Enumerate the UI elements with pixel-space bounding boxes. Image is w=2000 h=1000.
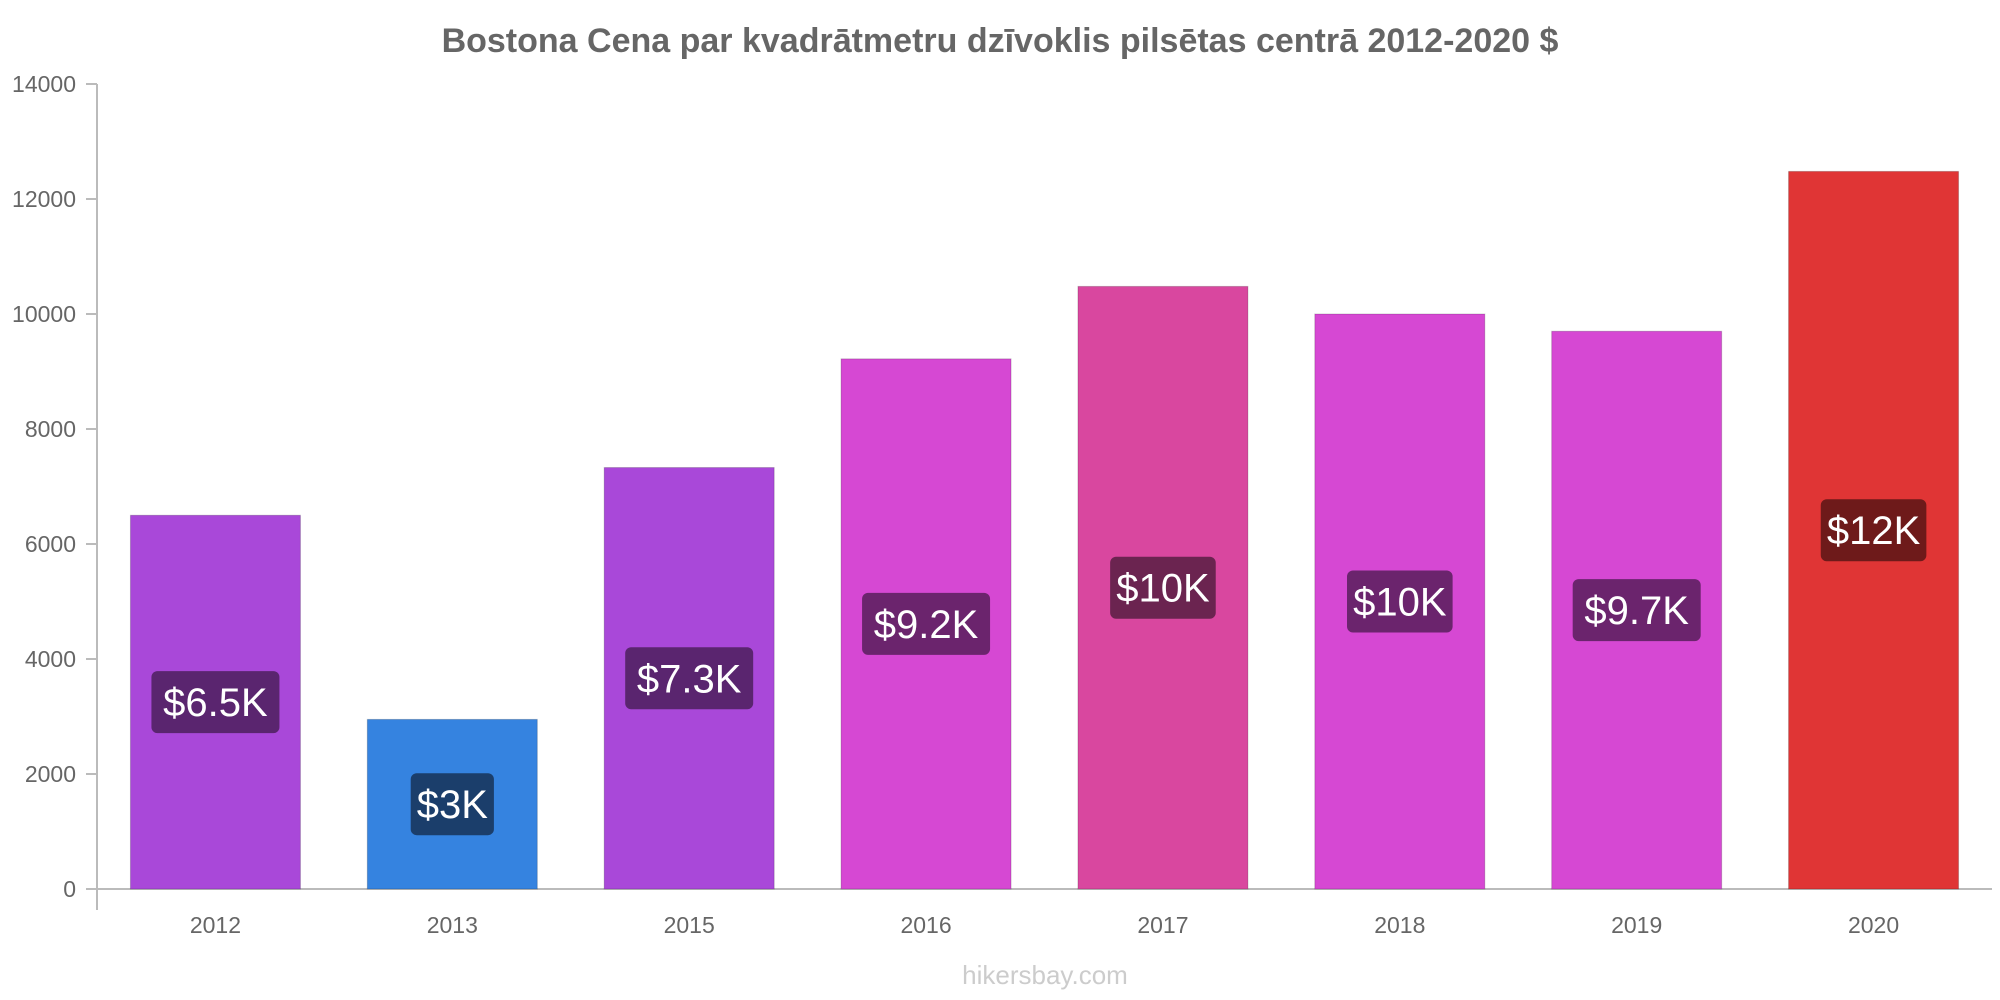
y-tick-label: 6000 [25, 531, 76, 557]
x-tick-label: 2017 [1137, 912, 1188, 938]
x-tick-label: 2015 [664, 912, 715, 938]
data-label-badge [1110, 556, 1216, 619]
data-label-badge [1820, 499, 1927, 562]
watermark: hikersbay.com [962, 960, 1128, 990]
data-label-badge [1347, 570, 1453, 633]
x-tick-label: 2019 [1611, 912, 1662, 938]
y-tick-label: 12000 [12, 186, 76, 212]
data-label-badge [1572, 579, 1701, 642]
data-label-badge [410, 773, 494, 836]
y-tick-label: 4000 [25, 646, 76, 672]
data-label: $3K [417, 783, 488, 827]
x-tick-label: 2016 [900, 912, 951, 938]
bars-group: $6.5K $3K $7.3K $9.2K $10K $10K $9.7K $12K [129, 170, 1960, 890]
y-tick-label: 0 [63, 876, 76, 902]
y-tick-label: 10000 [12, 301, 76, 327]
x-tick-label: 2012 [190, 912, 241, 938]
x-axis-ticks: 2012 2013 2015 2016 2017 2018 2019 2020 [190, 912, 1899, 938]
y-tick-label: 8000 [25, 416, 76, 442]
x-tick-label: 2018 [1374, 912, 1425, 938]
data-label-badge [151, 671, 280, 734]
data-label: $9.2K [874, 603, 979, 647]
x-tick-label: 2020 [1848, 912, 1899, 938]
data-label-badge [862, 592, 991, 655]
data-label: $12K [1827, 509, 1921, 553]
data-label-badge [625, 647, 754, 710]
data-label: $10K [1116, 567, 1210, 611]
y-axis-ticks: 0 2000 4000 6000 8000 10000 12000 14000 [12, 71, 97, 902]
y-tick-label: 2000 [25, 761, 76, 787]
chart-title: Bostona Cena par kvadrātmetru dzīvoklis … [442, 22, 1559, 60]
x-tick-label: 2013 [427, 912, 478, 938]
y-tick-label: 14000 [12, 71, 76, 97]
data-label: $9.7K [1584, 589, 1689, 633]
data-label: $6.5K [163, 681, 268, 725]
data-label: $10K [1353, 581, 1447, 625]
data-label: $7.3K [637, 657, 742, 701]
